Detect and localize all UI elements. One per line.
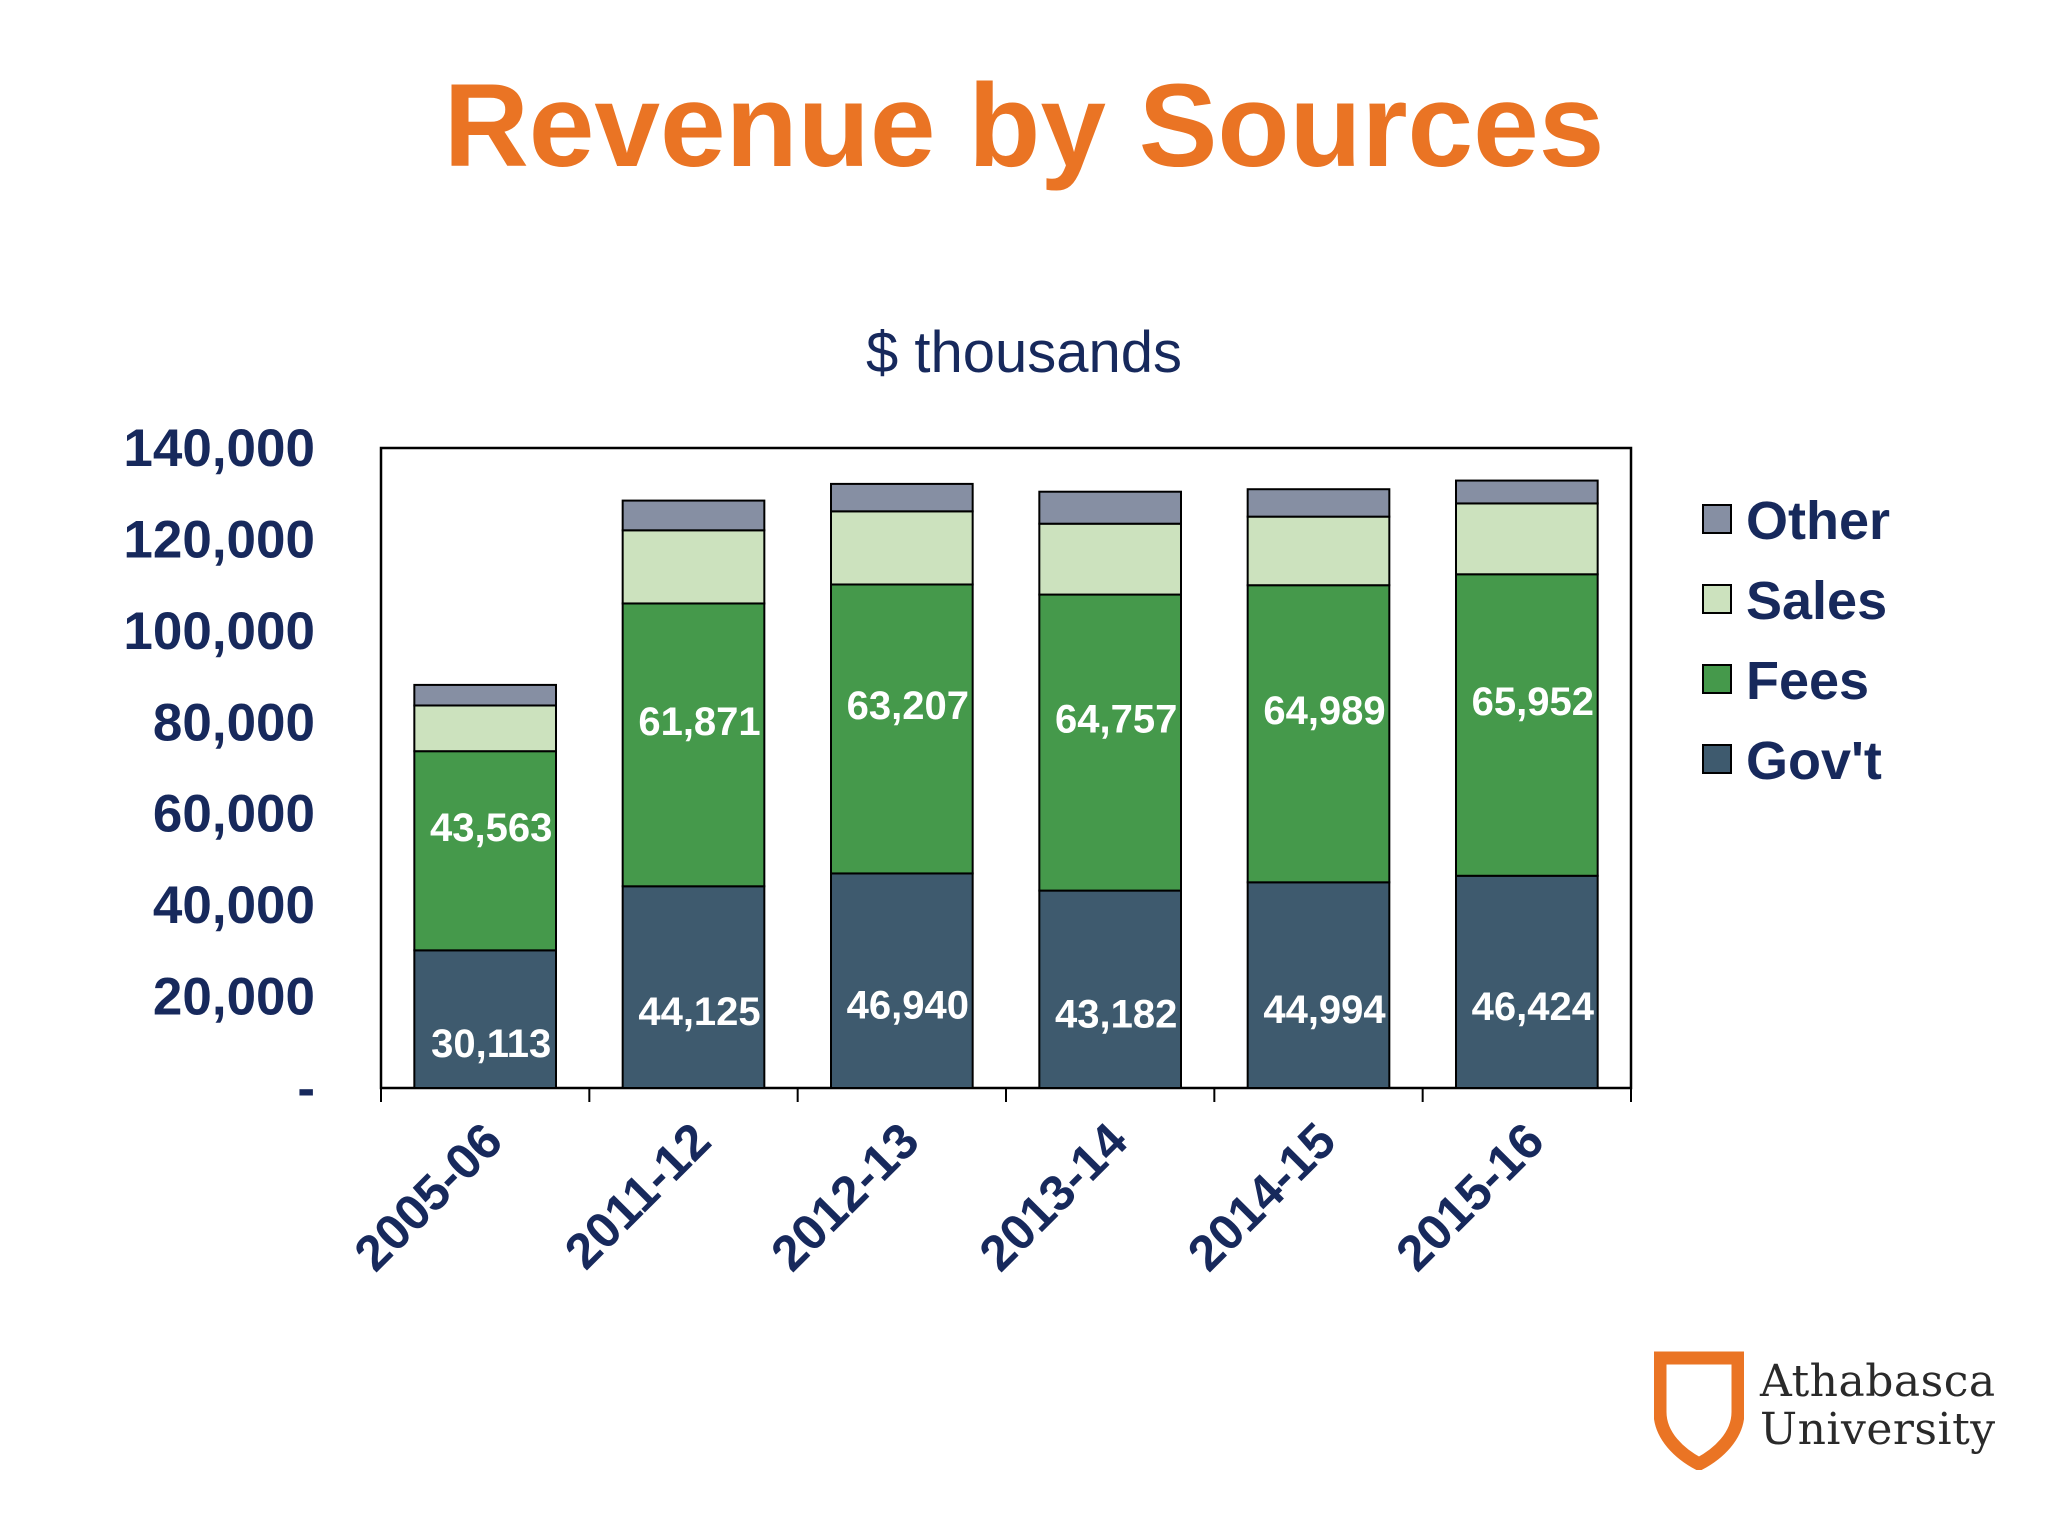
x-tick-label: 2013-14 — [969, 1112, 1138, 1281]
bars: 30,113 43,563 44,125 61,871 46,940 63,207 43,1… — [413, 479, 1599, 1090]
y-tick-label: 40,000 — [153, 876, 315, 935]
data-label: 61,871 — [638, 700, 760, 744]
bar-fees-2011-12 — [621, 602, 766, 888]
x-tick-label: 2015-16 — [1385, 1112, 1554, 1281]
data-label: 46,940 — [847, 984, 969, 1028]
bar-other-2014-15 — [1246, 488, 1391, 518]
x-tick-label: 2014-15 — [1177, 1112, 1346, 1281]
bar-fees-2014-15 — [1246, 584, 1391, 884]
y-axis: - 20,000 40,000 60,000 80,000 100,000 120,000 1… — [123, 419, 315, 1118]
data-label: 64,989 — [1263, 689, 1385, 733]
bar-govt-2011-12 — [621, 885, 766, 1089]
x-tick-label: 2012-13 — [760, 1112, 929, 1281]
data-label: 30,113 — [431, 1022, 551, 1066]
plot-area — [379, 446, 1633, 1090]
bar-fees-2012-13 — [830, 583, 974, 875]
bar-sales-2014-15 — [1246, 515, 1391, 587]
x-axis: 2005-06 2011-12 2012-13 2013-14 2014-15 2015-… — [344, 1088, 1632, 1282]
bar-govt-2014-15 — [1246, 881, 1391, 1090]
y-tick-label: 120,000 — [123, 510, 315, 569]
y-tick-label: 20,000 — [153, 968, 315, 1027]
bar-govt-2012-13 — [830, 872, 974, 1089]
bar-govt-2013-14 — [1038, 889, 1183, 1089]
bar-sales-2012-13 — [830, 510, 974, 586]
legend-swatch — [1702, 744, 1732, 774]
x-tick-label: 2011-12 — [554, 1112, 721, 1279]
legend-swatch — [1702, 584, 1732, 614]
bar-fees-2015-16 — [1455, 573, 1599, 877]
bar-sales-2013-14 — [1038, 522, 1183, 596]
bar-sales-2011-12 — [621, 529, 766, 605]
bar-other-2012-13 — [830, 482, 974, 513]
y-tick-label: 140,000 — [123, 419, 315, 478]
shield-icon — [1654, 1351, 1744, 1470]
logo-line-1: Athabasca — [1760, 1356, 1996, 1407]
legend-label: Sales — [1746, 571, 1887, 631]
data-label: 46,424 — [1472, 985, 1595, 1029]
bar-other-2013-14 — [1038, 490, 1183, 525]
data-label: 64,757 — [1055, 698, 1177, 742]
legend-swatch — [1702, 504, 1732, 534]
chart-subtitle: $ thousands — [866, 320, 1182, 385]
legend-label: Other — [1746, 491, 1890, 551]
athabasca-logo: Athabasca University — [1650, 1350, 2010, 1480]
bar-other-2015-16 — [1455, 479, 1599, 505]
y-tick-label: 100,000 — [123, 602, 315, 661]
data-label: 65,952 — [1472, 680, 1594, 724]
data-label: 44,994 — [1263, 988, 1386, 1032]
legend: Other Sales Fees Gov't — [1702, 491, 1890, 791]
y-tick-label: 60,000 — [153, 785, 315, 844]
y-tick-label: 80,000 — [153, 693, 315, 752]
bar-other-2005-06 — [413, 683, 558, 707]
data-label: 63,207 — [847, 684, 969, 728]
bar-govt-2005-06 — [413, 949, 558, 1089]
bar-other-2011-12 — [621, 499, 766, 532]
legend-label: Gov't — [1746, 731, 1882, 791]
x-tick-label: 2005-06 — [344, 1112, 513, 1281]
bar-sales-2005-06 — [413, 704, 558, 753]
legend-swatch — [1702, 664, 1732, 694]
y-tick-label: - — [297, 1059, 315, 1118]
data-label: 44,125 — [638, 990, 760, 1034]
bar-govt-2015-16 — [1455, 874, 1599, 1089]
data-label: 43,563 — [430, 806, 552, 850]
slide-title: Revenue by Sources — [443, 60, 1605, 192]
bar-fees-2013-14 — [1038, 593, 1183, 892]
data-label: 43,182 — [1055, 992, 1177, 1036]
legend-label: Fees — [1746, 651, 1869, 711]
bar-fees-2005-06 — [413, 750, 558, 952]
bar-sales-2015-16 — [1455, 502, 1599, 576]
logo-line-2: University — [1760, 1404, 1996, 1455]
